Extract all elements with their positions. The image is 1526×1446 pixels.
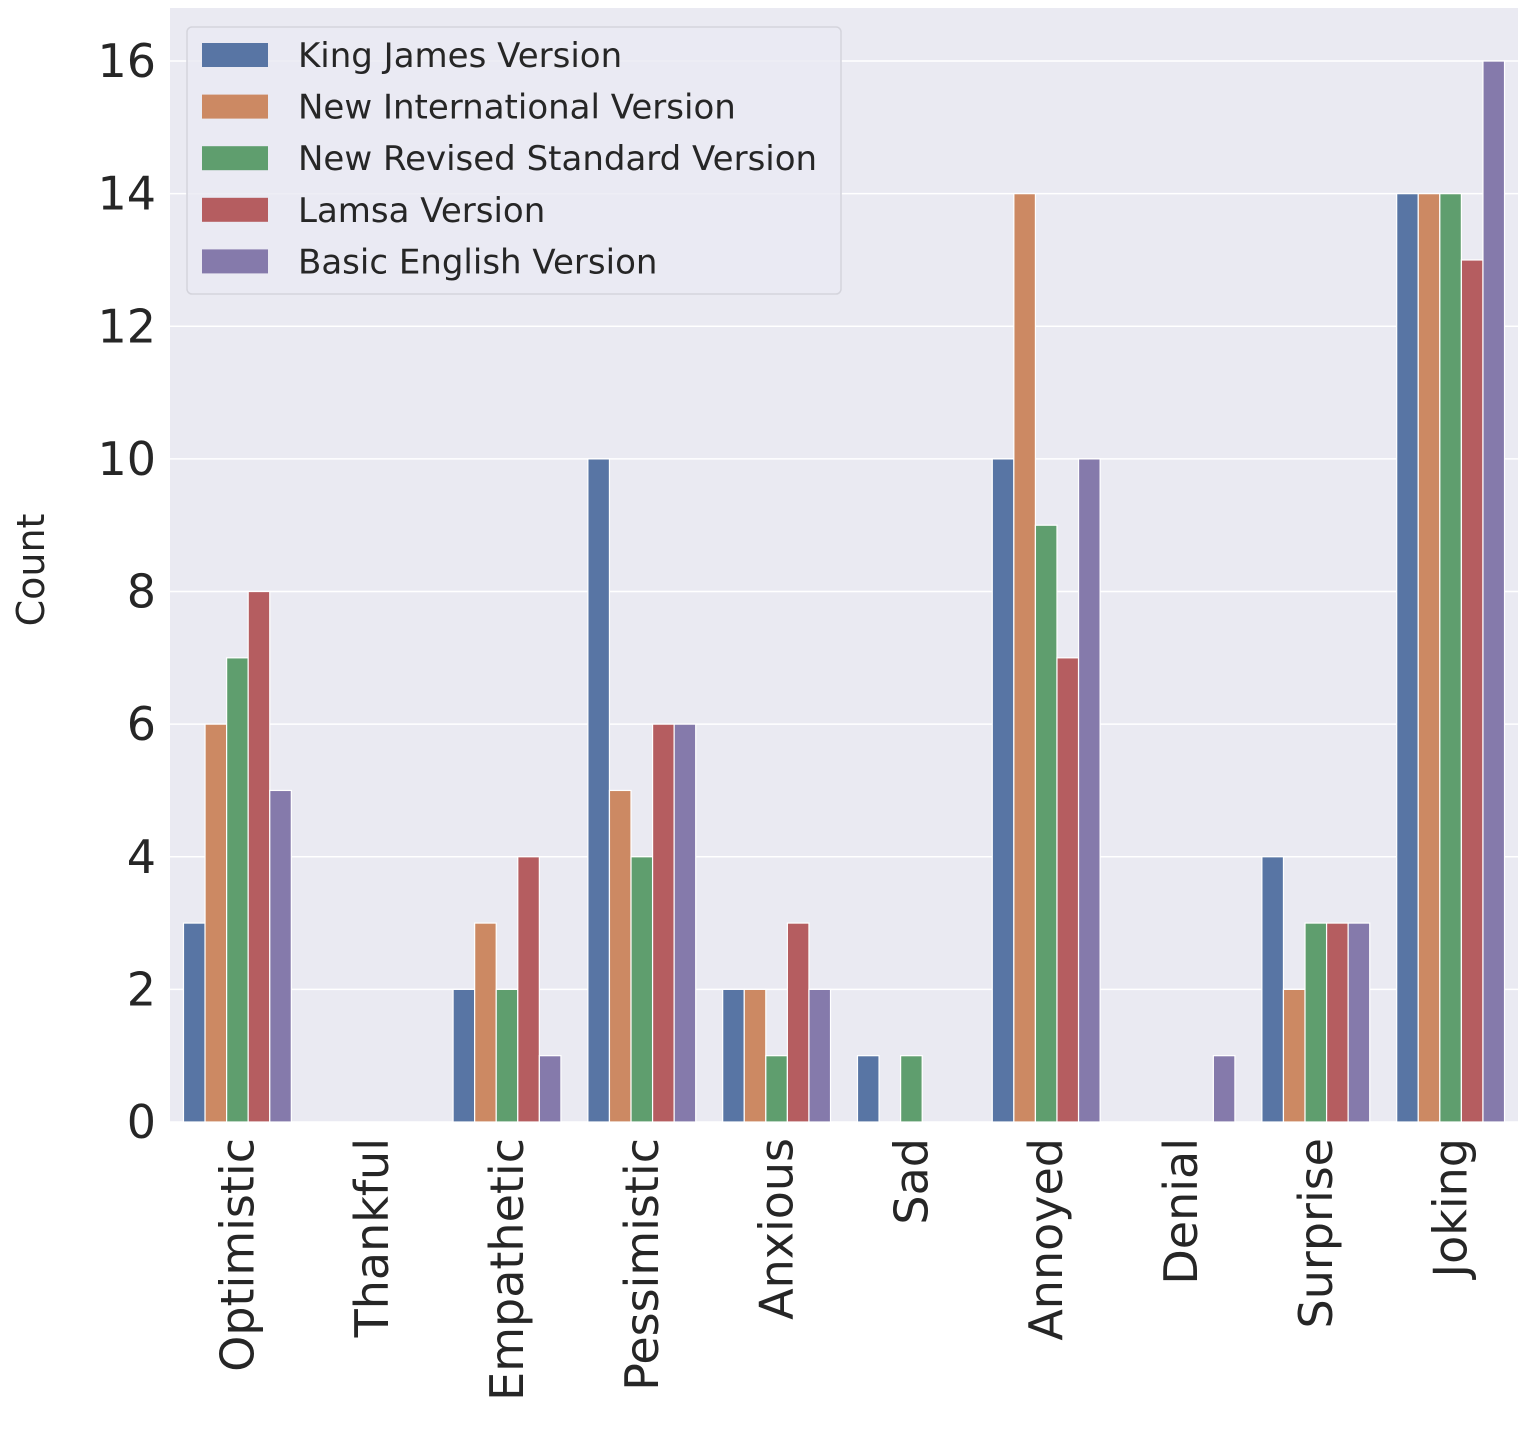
bar-annoyed-series-4 xyxy=(1056,657,1080,1123)
bars xyxy=(182,60,1506,1123)
bar-empathetic-series-5 xyxy=(538,1055,562,1123)
y-tick-label: 6 xyxy=(127,697,156,751)
bar-joking-series-1 xyxy=(1396,193,1419,1123)
x-category-label: Optimistic xyxy=(210,1138,264,1372)
bar-denial-series-5 xyxy=(1212,1055,1236,1123)
bar-optimistic-series-1 xyxy=(182,922,206,1123)
bar-optimistic-series-2 xyxy=(204,723,228,1123)
bar-annoyed-series-5 xyxy=(1077,458,1101,1123)
x-category-label: Surprise xyxy=(1289,1138,1343,1328)
y-tick-label: 14 xyxy=(97,167,156,221)
y-tick-label: 2 xyxy=(127,962,156,1016)
bar-pessimistic-series-1 xyxy=(587,458,611,1123)
bar-surprise-series-1 xyxy=(1261,856,1285,1123)
y-tick-label: 16 xyxy=(97,34,156,88)
x-category-label: Anxious xyxy=(750,1138,804,1320)
bar-surprise-series-5 xyxy=(1347,922,1371,1123)
bar-surprise-series-2 xyxy=(1282,988,1306,1123)
bar-anxious-series-1 xyxy=(722,988,745,1123)
bar-empathetic-series-4 xyxy=(517,856,540,1123)
x-category-label: Empathetic xyxy=(480,1138,534,1401)
x-axis-category-labels: Optimistic Thankful Empathetic Pessimistic A… xyxy=(210,1138,1477,1401)
legend-swatch xyxy=(202,146,268,171)
x-category-label: Sad xyxy=(884,1138,938,1225)
y-tick-label: 4 xyxy=(127,830,156,884)
legend-label: New International Version xyxy=(298,88,736,128)
x-category-label: Pessimistic xyxy=(615,1138,669,1391)
bar-joking-series-3 xyxy=(1439,193,1462,1123)
bar-pessimistic-series-4 xyxy=(651,723,675,1123)
x-category-label: Joking xyxy=(1424,1138,1478,1280)
bar-annoyed-series-1 xyxy=(991,458,1015,1123)
bar-empathetic-series-1 xyxy=(452,988,476,1123)
bar-optimistic-series-5 xyxy=(269,789,292,1123)
bar-optimistic-series-3 xyxy=(226,657,249,1123)
bar-empathetic-series-3 xyxy=(495,988,519,1123)
bar-surprise-series-3 xyxy=(1304,922,1328,1123)
y-tick-label: 0 xyxy=(127,1095,156,1149)
bar-joking-series-4 xyxy=(1460,259,1484,1123)
legend-swatch xyxy=(202,94,268,119)
bar-pessimistic-series-3 xyxy=(630,856,654,1123)
bar-sad-series-3 xyxy=(900,1055,923,1123)
bar-anxious-series-2 xyxy=(743,988,767,1123)
bar-surprise-series-4 xyxy=(1325,922,1349,1123)
bar-empathetic-series-2 xyxy=(474,922,497,1123)
y-axis-title: Count xyxy=(9,514,53,627)
y-tick-label: 12 xyxy=(97,299,156,353)
y-axis-ticks: 0 2 4 6 8 10 12 14 16 xyxy=(97,34,156,1149)
bar-annoyed-series-3 xyxy=(1034,524,1058,1123)
legend-swatch xyxy=(202,249,268,274)
legend-swatch xyxy=(202,43,268,67)
y-tick-label: 8 xyxy=(127,565,156,619)
legend-label: Lamsa Version xyxy=(298,191,545,231)
bar-annoyed-series-2 xyxy=(1013,193,1037,1123)
bar-anxious-series-5 xyxy=(808,988,832,1123)
legend-label: King James Version xyxy=(298,36,622,76)
y-tick-label: 10 xyxy=(97,432,156,486)
legend-swatch xyxy=(202,197,268,222)
bar-pessimistic-series-5 xyxy=(673,723,697,1123)
bar-anxious-series-4 xyxy=(786,922,810,1123)
x-category-label: Annoyed xyxy=(1019,1138,1073,1341)
bar-pessimistic-series-2 xyxy=(608,789,632,1123)
x-category-label: Thankful xyxy=(345,1138,399,1338)
legend-label: New Revised Standard Version xyxy=(298,139,817,179)
legend-label: Basic English Version xyxy=(298,242,657,282)
legend: King James Version New International Vers… xyxy=(186,26,842,295)
legend-box xyxy=(186,26,842,295)
bar-joking-series-2 xyxy=(1417,193,1441,1123)
bar-anxious-series-3 xyxy=(765,1055,788,1123)
x-category-label: Denial xyxy=(1154,1138,1208,1285)
bar-optimistic-series-4 xyxy=(247,590,271,1123)
bar-joking-series-5 xyxy=(1482,60,1506,1123)
bar-sad-series-1 xyxy=(856,1055,880,1123)
